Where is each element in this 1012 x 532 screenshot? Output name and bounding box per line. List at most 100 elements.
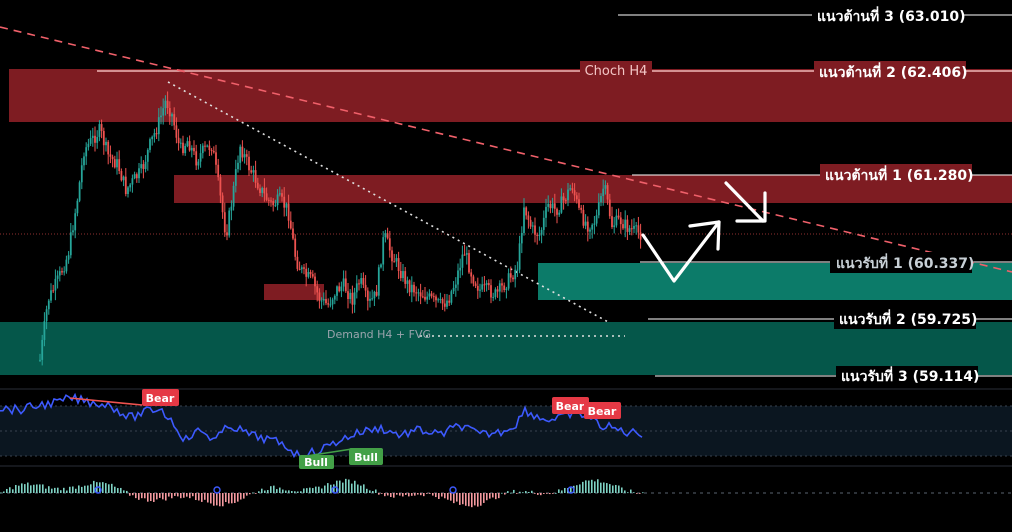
macd-bar xyxy=(45,488,47,493)
candle-body xyxy=(100,124,103,132)
macd-bar xyxy=(123,490,125,493)
candle-body xyxy=(318,292,321,301)
macd-bar xyxy=(213,493,215,506)
candle-body xyxy=(329,304,332,306)
macd-bar xyxy=(525,491,527,493)
candle-body xyxy=(311,274,314,277)
candle-body xyxy=(342,278,345,287)
macd-bar xyxy=(180,493,182,499)
candle-body xyxy=(527,215,530,220)
candle-body xyxy=(358,283,360,285)
candle-body xyxy=(47,300,50,310)
candle-body xyxy=(501,283,503,286)
candle-body xyxy=(212,150,215,153)
choch-label-bg xyxy=(580,61,652,79)
macd-bar xyxy=(495,493,497,500)
candle-body xyxy=(402,271,404,279)
macd-bar xyxy=(432,493,434,496)
candle-body xyxy=(166,100,169,109)
macd-bar xyxy=(522,492,524,494)
candle-body xyxy=(582,209,585,226)
sup1-label-bg xyxy=(830,252,972,273)
macd-bar xyxy=(555,492,557,494)
candle-body xyxy=(417,292,420,294)
candle-body xyxy=(465,253,468,255)
candle-body xyxy=(344,278,347,292)
macd-bar xyxy=(477,493,479,507)
candle-body xyxy=(536,234,539,236)
macd-bar xyxy=(216,493,218,506)
rsi-tag-bear-2: Bear xyxy=(556,400,585,413)
candle-body xyxy=(619,217,622,225)
candle-body xyxy=(87,143,90,148)
candle-body xyxy=(428,293,431,297)
candle-body xyxy=(296,256,299,269)
macd-bar xyxy=(120,487,122,493)
candle-body xyxy=(369,298,371,301)
candle-body xyxy=(549,203,552,209)
candle-body xyxy=(230,206,233,211)
macd-bar xyxy=(564,487,566,493)
macd-bar xyxy=(528,491,530,493)
candle-body xyxy=(373,291,376,299)
rsi-tag-bear-3: Bear xyxy=(588,405,617,418)
candle-body xyxy=(52,290,55,292)
macd-bar xyxy=(54,487,56,493)
candle-body xyxy=(50,290,52,301)
macd-bar xyxy=(192,493,194,497)
candle-body xyxy=(600,196,602,203)
candle-body xyxy=(483,284,486,286)
macd-bar xyxy=(114,486,116,493)
macd-bar xyxy=(141,493,143,499)
macd-bar xyxy=(306,488,308,493)
candle-body xyxy=(65,259,68,272)
candle-body xyxy=(573,190,576,196)
candle-body xyxy=(281,193,283,197)
candle-body xyxy=(58,271,61,276)
macd-bar xyxy=(483,493,485,503)
macd-bar xyxy=(408,493,410,497)
macd-bar xyxy=(354,480,356,493)
candle-body xyxy=(234,169,237,186)
rsi-tag-bear-2-bg xyxy=(552,397,589,414)
candle-body xyxy=(278,193,281,195)
macd-bar xyxy=(30,485,32,493)
candle-body xyxy=(43,321,46,340)
macd-bar xyxy=(489,493,491,499)
candle-body xyxy=(107,141,110,155)
macd-cross-marker xyxy=(331,486,339,494)
macd-bar xyxy=(249,493,251,495)
candle-body xyxy=(498,283,501,292)
candle-body xyxy=(542,217,545,230)
candle-body xyxy=(146,149,149,162)
candle-body xyxy=(116,159,118,168)
candle-body xyxy=(336,286,338,296)
candle-body xyxy=(193,147,195,152)
candle-body xyxy=(228,210,231,236)
macd-histogram xyxy=(0,478,644,508)
candle-body xyxy=(639,232,642,240)
candle-body xyxy=(505,288,508,290)
candle-body xyxy=(164,100,167,109)
candle-body xyxy=(540,229,543,235)
macd-bar xyxy=(468,493,470,507)
macd-bar xyxy=(270,486,272,493)
candle-body xyxy=(294,238,297,257)
macd-bar xyxy=(498,493,500,499)
candle-body xyxy=(91,135,94,139)
macd-bar xyxy=(516,493,518,494)
macd-bar xyxy=(117,488,119,493)
descending-trendline[interactable] xyxy=(0,26,1012,273)
rsi-tag-bull-1-bg xyxy=(299,455,334,469)
candle-body xyxy=(441,299,444,304)
macd-bar xyxy=(48,486,50,493)
macd-bar xyxy=(639,493,641,494)
macd-bar xyxy=(111,483,113,493)
candle-body xyxy=(155,133,158,135)
candle-body xyxy=(353,292,356,305)
macd-bar xyxy=(258,491,260,493)
macd-bar xyxy=(480,493,482,506)
macd-bar xyxy=(558,489,560,493)
candle-body xyxy=(45,309,48,322)
